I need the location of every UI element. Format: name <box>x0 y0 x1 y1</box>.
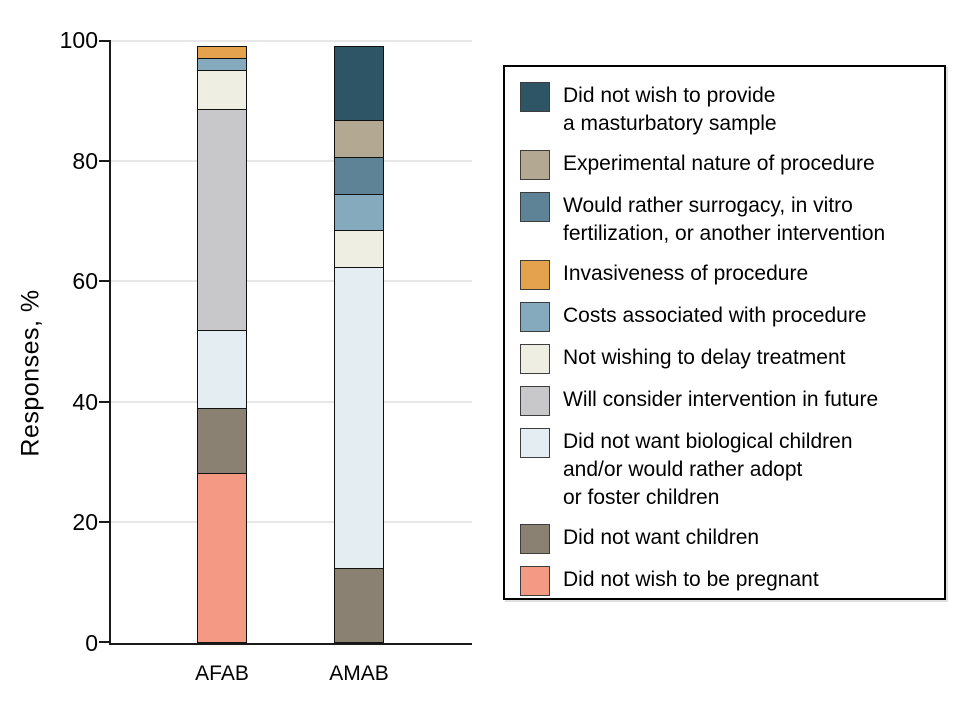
legend-swatch <box>520 192 550 222</box>
y-tick-label-60: 60 <box>72 268 98 295</box>
legend-label: Would rather surrogacy, in vitro fertiliz… <box>563 194 886 245</box>
y-axis-tick-40 <box>99 400 109 403</box>
legend-label: Experimental nature of procedure <box>563 152 875 175</box>
bar-segment <box>197 330 247 410</box>
plot-area: 0 20 40 60 80 100 AFAB AMAB <box>60 27 472 685</box>
legend-item: Invasiveness of procedure <box>520 260 938 290</box>
gridline-60 <box>111 280 472 283</box>
bar-segment <box>334 230 384 269</box>
bar-segment <box>334 267 384 569</box>
gridline-100 <box>111 40 472 42</box>
legend-swatch <box>520 386 550 416</box>
bar-segment <box>197 70 247 110</box>
y-tick-label-40: 40 <box>72 388 98 415</box>
legend-label: Did not want children <box>563 526 760 549</box>
y-axis-tick-80 <box>99 159 109 162</box>
legend-item: Costs associated with procedure <box>520 302 938 332</box>
y-axis-tick-0 <box>99 641 109 643</box>
bar-segment <box>334 46 384 122</box>
legend-item: Will consider intervention in future <box>520 386 938 416</box>
category-label-afab: AFAB <box>195 662 249 685</box>
legend-item: Did not want children <box>520 524 938 554</box>
legend-label: Did not want biological children and/or w… <box>563 430 853 509</box>
y-tick-label-0: 0 <box>85 630 98 656</box>
gridline-80 <box>111 159 472 162</box>
bar-segment <box>334 120 384 159</box>
legend-item: Experimental nature of procedure <box>520 150 938 180</box>
bar-segment <box>334 193 384 232</box>
gridline-40 <box>111 400 472 403</box>
y-tick-label-20: 20 <box>72 509 98 536</box>
bar-afab <box>197 40 247 643</box>
legend: Did not wish to provide a masturbatory sa… <box>503 65 946 600</box>
legend-item: Did not wish to provide a masturbatory sa… <box>520 82 938 138</box>
legend-swatch <box>520 82 550 112</box>
y-axis-tick-60 <box>99 280 109 283</box>
legend-swatch <box>520 524 550 554</box>
legend-item: Did not wish to be pregnant <box>520 566 938 596</box>
legend-swatch <box>520 260 550 290</box>
legend-label: Will consider intervention in future <box>563 388 879 411</box>
legend-swatch <box>520 428 550 458</box>
legend-label: Not wishing to delay treatment <box>563 346 846 369</box>
bar-segment <box>197 408 247 474</box>
y-axis-tick-20 <box>99 521 109 524</box>
legend-item: Did not want biological children and/or w… <box>520 428 938 512</box>
category-label-amab: AMAB <box>329 662 389 685</box>
legend-swatch <box>520 302 550 332</box>
bar-segment <box>334 157 384 195</box>
legend-item: Would rather surrogacy, in vitro fertiliz… <box>520 192 938 248</box>
legend-swatch <box>520 566 550 596</box>
gridline-20 <box>111 521 472 524</box>
legend-item: Not wishing to delay treatment <box>520 344 938 374</box>
bar-segment <box>197 472 247 643</box>
legend-swatch <box>520 150 550 180</box>
bar-segment <box>334 567 384 643</box>
y-tick-label-100: 100 <box>59 27 98 53</box>
y-tick-label-80: 80 <box>72 147 98 174</box>
bar-segment <box>197 108 247 332</box>
legend-label: Costs associated with procedure <box>563 304 867 327</box>
legend-label: Invasiveness of procedure <box>563 262 809 285</box>
legend-swatch <box>520 344 550 374</box>
legend-label: Did not wish to be pregnant <box>563 568 819 591</box>
y-axis-tick-100 <box>99 40 109 42</box>
y-axis-title: Responses, % <box>16 289 45 457</box>
bar-amab <box>334 40 384 643</box>
legend-label: Did not wish to provide a masturbatory sa… <box>563 84 777 135</box>
